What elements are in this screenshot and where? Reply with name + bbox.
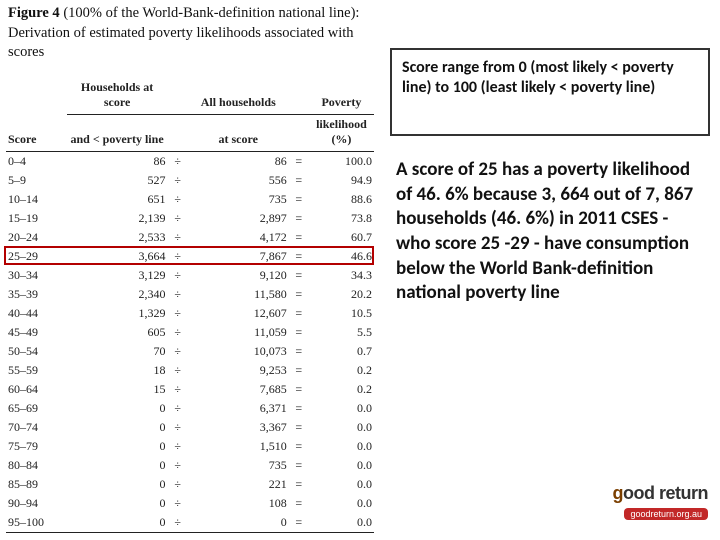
table-row: 70–740÷3,367=0.0 — [6, 418, 374, 437]
table-row: 45–49605÷11,059=5.5 — [6, 323, 374, 342]
col-pov-2: likelihood (%) — [309, 115, 374, 152]
table-row: 15–192,139÷2,897=73.8 — [6, 209, 374, 228]
table-row: 0–486÷86=100.0 — [6, 152, 374, 172]
logo-url: goodreturn.org.au — [624, 508, 708, 520]
poverty-table: Score Households at score All households… — [6, 78, 374, 533]
col-score: Score — [6, 78, 67, 152]
logo-g: g — [613, 483, 624, 503]
table-row: 50–5470÷10,073=0.7 — [6, 342, 374, 361]
figure-caption: Figure 4 (100% of the World-Bank-definit… — [8, 4, 378, 63]
table-row: 5–9527÷556=94.9 — [6, 171, 374, 190]
table-row: 55–5918÷9,253=0.2 — [6, 361, 374, 380]
col-allhh-1: All households — [188, 78, 289, 115]
table-row: 20–242,533÷4,172=60.7 — [6, 228, 374, 247]
callout-score-range: Score range from 0 (most likely < povert… — [390, 48, 710, 136]
callout-explanation: A score of 25 has a poverty likelihood o… — [390, 154, 710, 478]
table-row: 90–940÷108=0.0 — [6, 494, 374, 513]
poverty-table-container: Score Households at score All households… — [6, 78, 374, 533]
table-row: 10–14651÷735=88.6 — [6, 190, 374, 209]
table-row: 35–392,340÷11,580=20.2 — [6, 285, 374, 304]
table-row: 95–1000÷0=0.0 — [6, 513, 374, 533]
col-hh-below-1: Households at score — [67, 78, 168, 115]
good-return-logo: good return goodreturn.org.au — [613, 483, 709, 522]
table-row: 75–790÷1,510=0.0 — [6, 437, 374, 456]
table-row: 80–840÷735=0.0 — [6, 456, 374, 475]
col-pov-1: Poverty — [309, 78, 374, 115]
logo-rest: ood return — [623, 483, 708, 503]
table-body: 0–486÷86=100.05–9527÷556=94.910–14651÷73… — [6, 152, 374, 533]
table-row: 60–6415÷7,685=0.2 — [6, 380, 374, 399]
col-hh-below-2: and < poverty line — [67, 115, 168, 152]
table-row: 85–890÷221=0.0 — [6, 475, 374, 494]
table-row: 25–293,664÷7,867=46.6 — [6, 247, 374, 266]
table-row: 40–441,329÷12,607=10.5 — [6, 304, 374, 323]
figure-number: Figure 4 — [8, 5, 60, 21]
figure-caption-text: (100% of the World-Bank-definition natio… — [8, 5, 359, 60]
col-allhh-2: at score — [188, 115, 289, 152]
table-row: 65–690÷6,371=0.0 — [6, 399, 374, 418]
table-row: 30–343,129÷9,120=34.3 — [6, 266, 374, 285]
